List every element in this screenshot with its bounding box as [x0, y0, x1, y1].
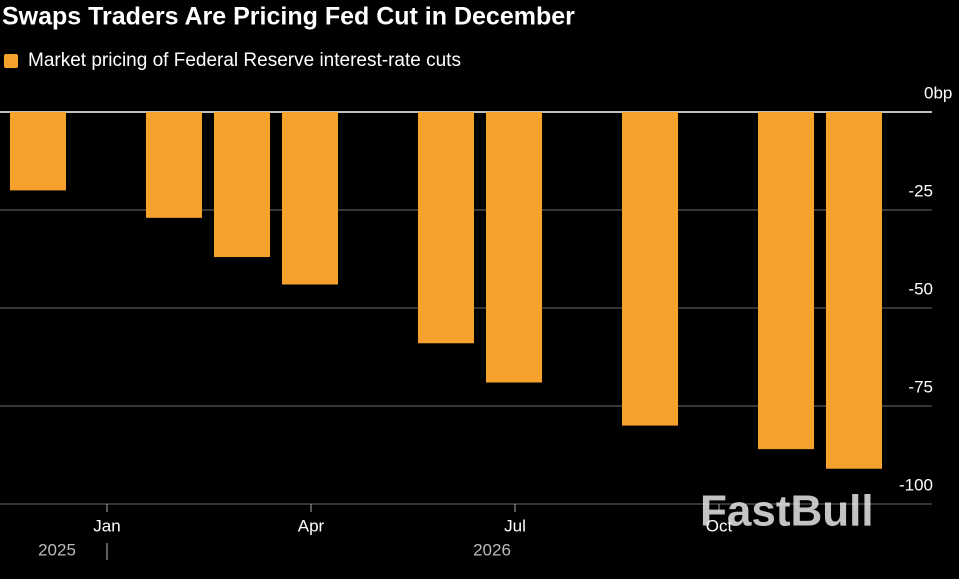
- watermark: FastBull: [700, 487, 874, 536]
- x-tick-label: Apr: [298, 516, 325, 535]
- y-tick-label: -100: [899, 475, 933, 494]
- y-tick-label: -25: [908, 181, 933, 200]
- bar: [418, 112, 474, 344]
- year-label: 2026: [473, 540, 511, 559]
- legend-swatch: [4, 54, 18, 68]
- y-tick-label: 0bp: [924, 83, 952, 102]
- legend-label: Market pricing of Federal Reserve intere…: [28, 50, 461, 71]
- bar: [10, 112, 66, 191]
- y-tick-label: -50: [908, 279, 933, 298]
- chart-title: Swaps Traders Are Pricing Fed Cut in Dec…: [2, 3, 575, 31]
- year-label: 2025: [38, 540, 76, 559]
- bar: [146, 112, 202, 218]
- bar: [758, 112, 814, 450]
- bar: [282, 112, 338, 285]
- x-tick-label: Oct: [706, 516, 733, 535]
- bar: [486, 112, 542, 383]
- x-tick-label: Jul: [504, 516, 526, 535]
- x-tick-label: Jan: [93, 516, 120, 535]
- bar: [826, 112, 882, 469]
- bar: [622, 112, 678, 426]
- y-tick-label: -75: [908, 377, 933, 396]
- bar: [214, 112, 270, 258]
